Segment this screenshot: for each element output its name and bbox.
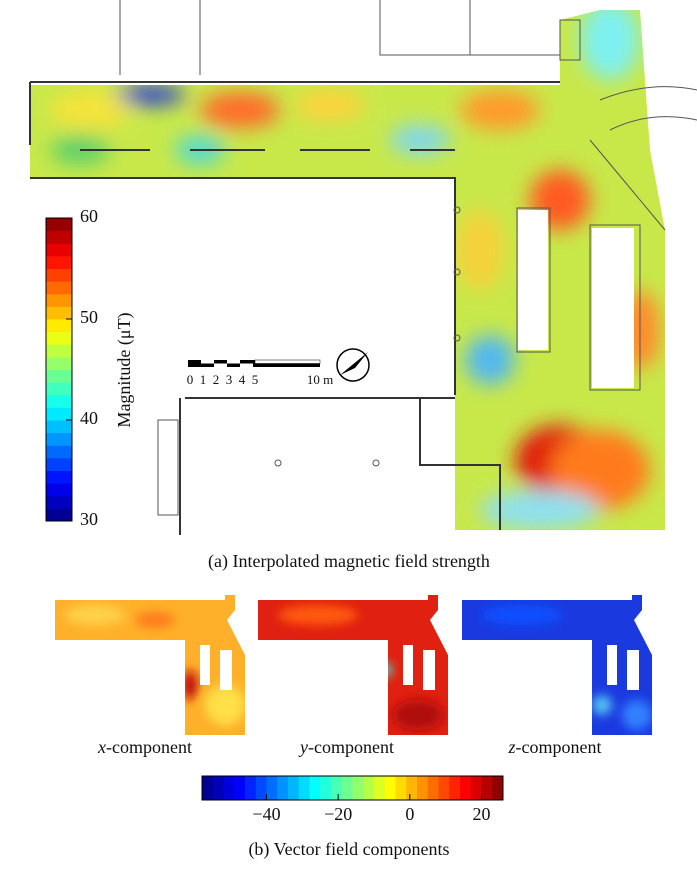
tick-label: 50 [80,307,98,327]
color-step [46,319,72,333]
scale-labels: 0 1 2 3 4 5 10 m [187,372,333,387]
tick-label: −20 [324,804,352,824]
tick-label: 60 [80,206,98,226]
panel-x [55,595,245,735]
tick-label: 0 [405,804,414,824]
color-step [46,457,72,471]
scale-label: 10 m [307,372,333,387]
panel-label: z-component [508,737,602,757]
panel-text: -component [308,737,394,757]
panel-text: -component [106,737,192,757]
panel-z [462,595,652,735]
tick-label: 20 [473,804,491,824]
color-step [46,356,72,370]
color-step [406,776,418,800]
color-step [223,776,235,800]
color-step [46,369,72,383]
color-step [449,776,461,800]
color-step [46,508,72,522]
panel-y [258,595,448,735]
color-step [395,776,407,800]
caption: (a) Interpolated magnetic field strength [208,551,490,572]
caption: (b) Vector field components [248,839,449,860]
scale-label: 1 [200,372,207,387]
panel-symbol: z [508,737,516,757]
color-step [46,243,72,257]
color-step [427,776,439,800]
scale-label: 4 [239,372,246,387]
colorbar-frame [45,217,73,522]
color-step [298,776,310,800]
colorbar [46,217,72,522]
color-step [46,483,72,497]
color-step [46,306,72,320]
panel-label: y-component [298,737,394,757]
color-step [438,776,450,800]
color-step [492,776,504,800]
color-step [46,382,72,396]
color-step [320,776,332,800]
color-step [331,776,343,800]
color-step [46,344,72,358]
color-step [481,776,493,800]
scale-label: 2 [213,372,220,387]
color-step [46,445,72,459]
color-step [384,776,396,800]
color-step [363,776,375,800]
color-step [46,420,72,434]
tick-label: 30 [80,509,98,529]
color-step [46,255,72,269]
color-step [460,776,472,800]
color-step [46,293,72,307]
color-step [234,776,246,800]
color-step [202,776,214,800]
color-step [46,470,72,484]
panel-text: -component [516,737,602,757]
color-step [309,776,321,800]
color-step [255,776,267,800]
tick-label: −40 [252,804,280,824]
color-step [470,776,482,800]
color-step [46,281,72,295]
scale-bar [188,348,370,382]
color-step [245,776,257,800]
color-step [46,268,72,282]
colorbar-label: Magnitude (μT) [114,312,135,427]
panel-labels: x-component y-component z-component [97,737,601,757]
colorbar-frame [201,775,504,801]
color-step [46,495,72,509]
color-step [46,230,72,244]
colorbar [202,776,504,800]
color-step [277,776,289,800]
color-step [46,394,72,408]
color-step [374,776,386,800]
panel-symbol: y [298,737,308,757]
color-step [46,432,72,446]
color-step [341,776,353,800]
scale-label: 0 [187,372,194,387]
scale-label: 3 [226,372,233,387]
color-step [417,776,429,800]
tick-label: 40 [80,408,98,428]
color-step [352,776,364,800]
scale-label: 5 [252,372,259,387]
panel-symbol: x [97,737,106,757]
color-step [212,776,224,800]
panel-label: x-component [97,737,192,757]
color-step [288,776,300,800]
color-step [46,331,72,345]
color-step [46,218,72,232]
color-step [266,776,278,800]
floor-plan [29,0,697,535]
color-step [46,407,72,421]
